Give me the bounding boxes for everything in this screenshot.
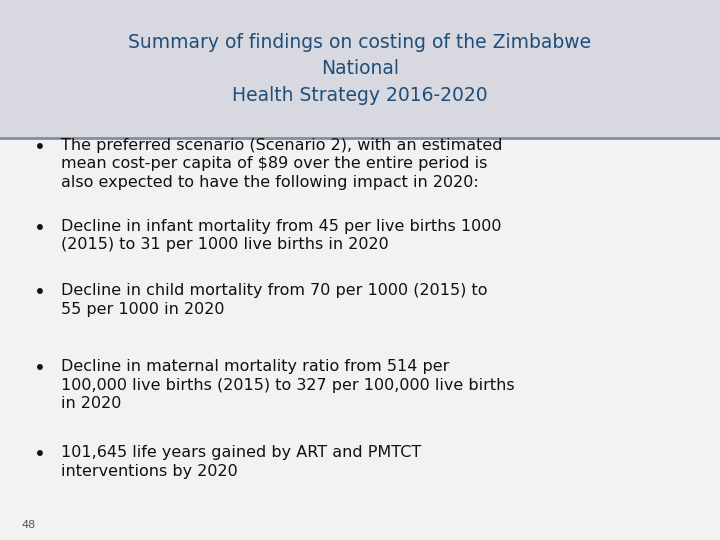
Text: 101,645 life years gained by ART and PMTCT
interventions by 2020: 101,645 life years gained by ART and PMT… — [61, 446, 421, 479]
FancyBboxPatch shape — [0, 0, 720, 138]
FancyBboxPatch shape — [0, 138, 720, 540]
Text: The preferred scenario (Scenario 2), with an estimated
mean cost-per capita of $: The preferred scenario (Scenario 2), wit… — [61, 138, 503, 190]
Text: Decline in infant mortality from 45 per live births 1000
(2015) to 31 per 1000 l: Decline in infant mortality from 45 per … — [61, 219, 502, 252]
Text: •: • — [34, 359, 45, 378]
Text: Summary of findings on costing of the Zimbabwe
National
Health Strategy 2016-202: Summary of findings on costing of the Zi… — [128, 33, 592, 105]
Text: •: • — [34, 138, 45, 157]
Text: •: • — [34, 219, 45, 238]
Text: •: • — [34, 446, 45, 464]
Text: Decline in maternal mortality ratio from 514 per
100,000 live births (2015) to 3: Decline in maternal mortality ratio from… — [61, 359, 515, 411]
Text: Decline in child mortality from 70 per 1000 (2015) to
55 per 1000 in 2020: Decline in child mortality from 70 per 1… — [61, 284, 487, 317]
Text: 48: 48 — [22, 520, 36, 530]
Text: •: • — [34, 284, 45, 302]
